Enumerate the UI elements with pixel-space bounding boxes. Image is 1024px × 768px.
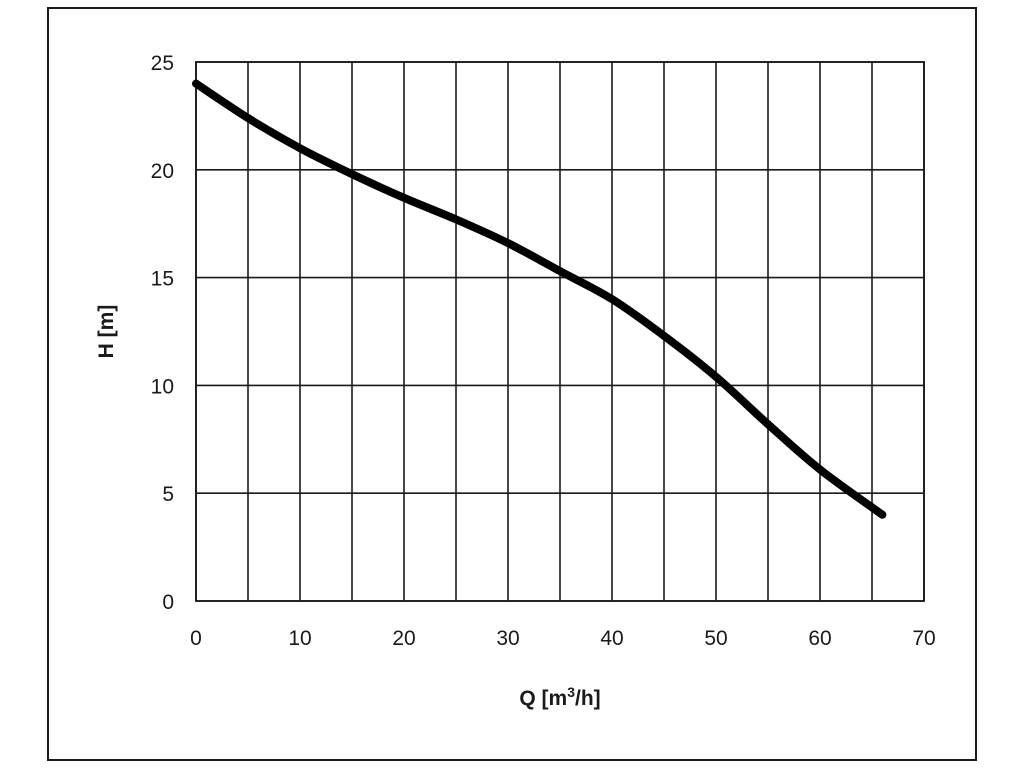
y-tick-label: 10 bbox=[151, 375, 174, 398]
outer-frame bbox=[47, 7, 977, 761]
y-tick-label: 0 bbox=[162, 591, 174, 614]
y-axis-title: H [m] bbox=[95, 305, 118, 359]
x-tick-label: 20 bbox=[392, 627, 415, 650]
x-tick-label: 0 bbox=[190, 627, 202, 650]
plot-area-border bbox=[195, 61, 925, 602]
x-tick-label: 30 bbox=[496, 627, 519, 650]
x-tick-label: 10 bbox=[288, 627, 311, 650]
x-tick-label: 60 bbox=[808, 627, 831, 650]
x-tick-label: 70 bbox=[912, 627, 935, 650]
y-tick-label: 15 bbox=[151, 268, 174, 291]
x-tick-label: 50 bbox=[704, 627, 727, 650]
y-tick-label: 25 bbox=[151, 52, 174, 75]
y-tick-labels: 0 5 10 15 20 25 bbox=[151, 52, 174, 614]
x-axis-title-tail: /h] bbox=[575, 687, 601, 710]
x-axis-title: Q [m3/h] bbox=[519, 684, 600, 710]
x-axis-title-main: Q [m bbox=[519, 687, 567, 710]
x-tick-label: 40 bbox=[600, 627, 623, 650]
series-line bbox=[192, 79, 887, 519]
x-tick-labels: 0 10 20 30 40 50 60 70 bbox=[190, 627, 936, 650]
y-tick-label: 20 bbox=[151, 160, 174, 183]
vertical-gridlines bbox=[195, 62, 925, 601]
x-axis-title-superscript: 3 bbox=[567, 684, 575, 700]
y-tick-label: 5 bbox=[162, 483, 174, 506]
